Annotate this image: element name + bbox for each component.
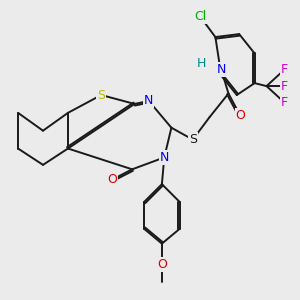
Text: S: S: [97, 88, 105, 101]
Text: N: N: [144, 94, 154, 107]
Text: O: O: [236, 109, 245, 122]
Text: N: N: [160, 151, 169, 164]
Text: S: S: [189, 133, 197, 146]
Text: O: O: [107, 173, 117, 186]
Text: F: F: [281, 96, 288, 109]
Text: Cl: Cl: [194, 10, 206, 23]
Text: F: F: [281, 63, 288, 76]
Text: H: H: [196, 57, 206, 70]
Text: F: F: [281, 80, 288, 93]
Text: O: O: [157, 258, 167, 271]
Text: N: N: [217, 63, 226, 76]
